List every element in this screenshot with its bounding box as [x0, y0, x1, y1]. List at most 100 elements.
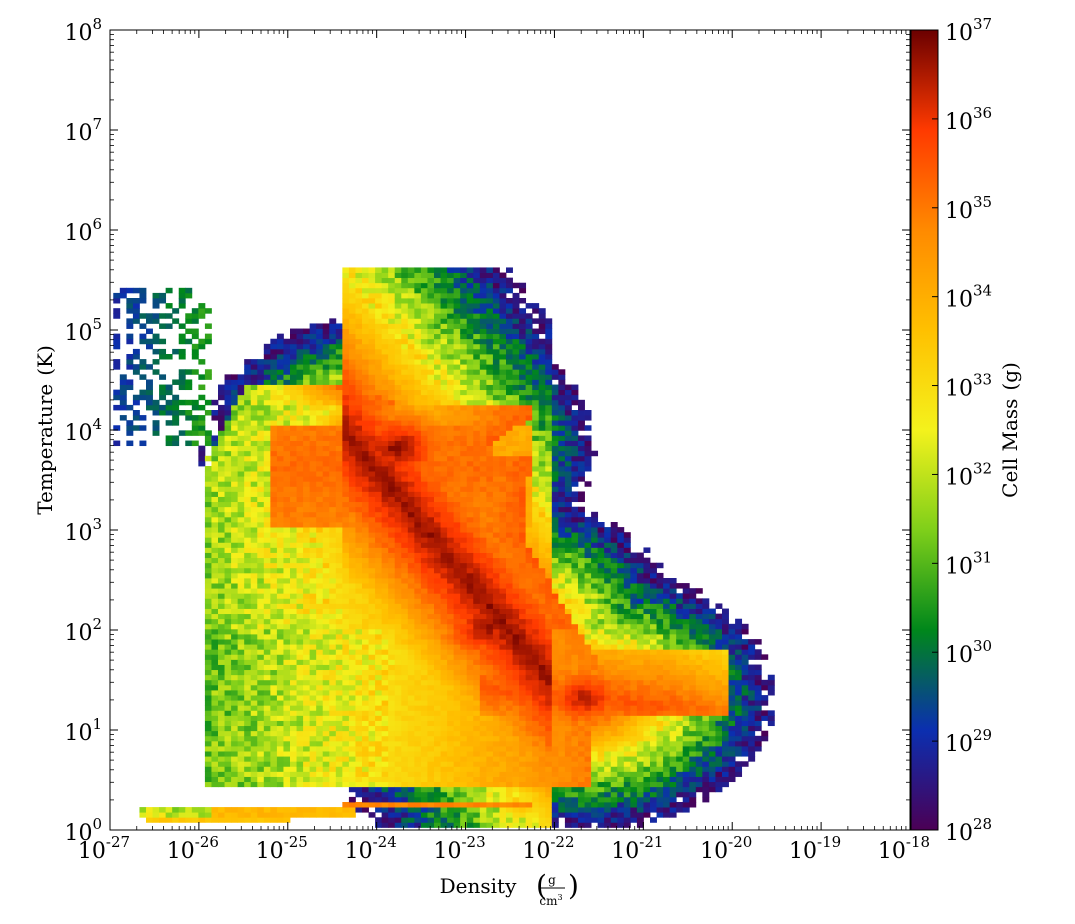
heatmap-cell [506, 618, 513, 625]
heatmap-cell [224, 639, 232, 645]
heatmap-cell [303, 572, 311, 579]
heatmap-cell [466, 460, 474, 467]
heatmap-cell [231, 542, 239, 548]
heatmap-cell [420, 659, 428, 665]
heatmap-cell [388, 486, 396, 492]
heatmap-cell [407, 608, 415, 615]
heatmap-cell [440, 786, 448, 793]
heatmap-cell [434, 659, 441, 665]
heatmap-cell [453, 684, 461, 691]
heatmap-cell [381, 481, 389, 487]
heatmap-cell [250, 700, 258, 706]
heatmap-cell [329, 460, 337, 467]
heatmap-cell [506, 634, 513, 640]
heatmap-cell [348, 308, 356, 314]
heatmap-cell [427, 415, 435, 421]
heatmap-cell [224, 410, 232, 416]
heatmap-cell [434, 771, 441, 777]
heatmap-cell [257, 781, 265, 788]
heatmap-cell [218, 466, 225, 472]
heatmap-cell [440, 476, 448, 482]
heatmap-cell [231, 496, 239, 503]
heatmap-cell [303, 481, 311, 487]
heatmap-cell [211, 705, 219, 711]
heatmap-cell [401, 572, 409, 579]
heatmap-cell [276, 410, 284, 416]
heatmap-cell [434, 557, 441, 564]
heatmap-cell [218, 506, 225, 513]
heatmap-cell [342, 623, 350, 630]
heatmap-cell [401, 649, 409, 655]
heatmap-cell [322, 812, 330, 818]
heatmap-cell [342, 802, 350, 808]
heatmap-cell [447, 583, 455, 589]
heatmap-cell [420, 471, 428, 477]
heatmap-cell [512, 628, 520, 635]
heatmap-cell [473, 766, 481, 772]
heatmap-cell [224, 679, 232, 686]
heatmap-cell [303, 440, 311, 447]
heatmap-cell [270, 501, 278, 508]
heatmap-cell [381, 450, 389, 457]
heatmap-cell [211, 496, 219, 503]
heatmap-cell [139, 333, 147, 340]
heatmap-cell [362, 506, 369, 513]
heatmap-cell [375, 796, 383, 803]
heatmap-cell [460, 802, 468, 808]
heatmap-cell [447, 343, 455, 350]
heatmap-cell [394, 318, 402, 324]
heatmap-cell [453, 644, 461, 650]
heatmap-cell [420, 440, 428, 447]
heatmap-cell [499, 410, 507, 416]
heatmap-cell [204, 598, 212, 604]
heatmap-cell [244, 506, 252, 513]
heatmap-cell [316, 516, 324, 523]
heatmap-cell [329, 369, 337, 375]
heatmap-cell [185, 338, 193, 345]
heatmap-cell [407, 471, 415, 477]
heatmap-cell [276, 348, 284, 355]
heatmap-cell [466, 404, 474, 411]
heatmap-cell [453, 700, 461, 706]
heatmap-cell [414, 639, 422, 645]
heatmap-cell [434, 303, 441, 309]
heatmap-cell [466, 511, 474, 518]
heatmap-cell [276, 664, 284, 671]
heatmap-cell [283, 440, 291, 447]
heatmap-cell [427, 649, 435, 655]
heatmap-cell [276, 567, 284, 574]
heatmap-cell [211, 639, 219, 645]
heatmap-cell [290, 659, 297, 665]
heatmap-cell [270, 720, 278, 727]
heatmap-cell [440, 751, 448, 757]
heatmap-cell [453, 303, 461, 309]
heatmap-cell [329, 751, 337, 757]
heatmap-cell [257, 450, 265, 457]
heatmap-cell [198, 420, 206, 426]
heatmap-cell [211, 613, 219, 620]
heatmap-cell [368, 348, 376, 355]
heatmap-cell [342, 328, 350, 335]
heatmap-cell [512, 761, 520, 767]
heatmap-cell [512, 511, 520, 518]
heatmap-cell [348, 695, 356, 701]
heatmap-cell [172, 308, 180, 314]
heatmap-cell [434, 455, 441, 462]
heatmap-cell [276, 516, 284, 523]
heatmap-cell [414, 516, 422, 523]
heatmap-cell [447, 557, 455, 564]
heatmap-cell [348, 511, 356, 518]
heatmap-cell [303, 374, 311, 380]
heatmap-cell [407, 496, 415, 503]
heatmap-cell [486, 527, 494, 533]
heatmap-cell [362, 374, 369, 380]
heatmap-cell [407, 802, 415, 808]
heatmap-cell [401, 593, 409, 599]
heatmap-cell [453, 715, 461, 721]
heatmap-cell [270, 460, 278, 467]
heatmap-cell [309, 705, 317, 711]
heatmap-cell [460, 292, 468, 299]
heatmap-cell [440, 802, 448, 808]
heatmap-cell [381, 277, 389, 284]
heatmap-cell [237, 690, 245, 696]
